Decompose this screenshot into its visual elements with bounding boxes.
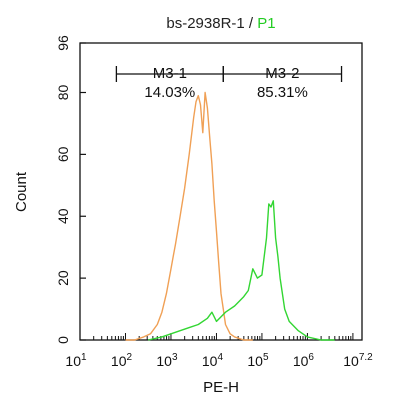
x-tick-exp: 5	[263, 352, 269, 363]
x-tick-base: 10	[156, 353, 172, 369]
x-tick-label: 103	[156, 352, 178, 369]
x-tick-exp: 3	[172, 352, 178, 363]
x-tick-exp: 4	[217, 352, 223, 363]
x-tick-base: 10	[343, 353, 359, 369]
x-tick-base: 10	[65, 353, 81, 369]
y-tick-label: 96	[55, 35, 71, 51]
y-tick-label: 40	[55, 208, 71, 224]
marker-name: M3-2	[265, 65, 299, 82]
y-tick-label: 80	[55, 85, 71, 101]
plot-frame	[79, 42, 363, 341]
x-tick-label: 101	[65, 352, 87, 369]
x-tick-exp: 1	[81, 352, 87, 363]
series-line-0	[125, 91, 253, 341]
marker-percent: 85.31%	[257, 84, 308, 101]
x-tick-exp: 7.2	[359, 352, 373, 363]
x-tick-label: 106	[293, 352, 315, 369]
series-line-1	[148, 200, 335, 341]
title-separator: /	[245, 15, 258, 32]
marker-name: M3-1	[153, 65, 187, 82]
y-tick-label: 0	[55, 336, 71, 344]
x-tick-exp: 2	[126, 352, 132, 363]
y-axis: 0 20 40 60 80 96	[55, 35, 86, 344]
marker-percent: 14.03%	[144, 84, 195, 101]
x-tick-base: 10	[111, 353, 127, 369]
y-tick-label: 20	[55, 270, 71, 286]
marker-layer: M3-1 14.03% M3-2 85.31%	[115, 65, 343, 101]
x-tick-label: 105	[247, 352, 269, 369]
y-axis-label: Count	[13, 171, 30, 212]
series-layer	[125, 91, 335, 341]
x-tick-label: 107.2	[343, 352, 373, 369]
x-tick-base: 10	[293, 353, 309, 369]
title-gate: P1	[257, 15, 275, 32]
x-tick-base: 10	[247, 353, 263, 369]
title-sample: bs-2938R-1	[166, 15, 244, 32]
y-tick-label: 60	[55, 146, 71, 162]
x-tick-exp: 6	[308, 352, 314, 363]
x-axis-label: PE-H	[203, 379, 239, 396]
x-tick-base: 10	[202, 353, 218, 369]
x-axis: 101 102 103 104 105 106 107.2	[65, 333, 373, 369]
x-tick-label: 104	[202, 352, 224, 369]
x-tick-label: 102	[111, 352, 133, 369]
chart-title: bs-2938R-1 / P1	[166, 15, 275, 32]
